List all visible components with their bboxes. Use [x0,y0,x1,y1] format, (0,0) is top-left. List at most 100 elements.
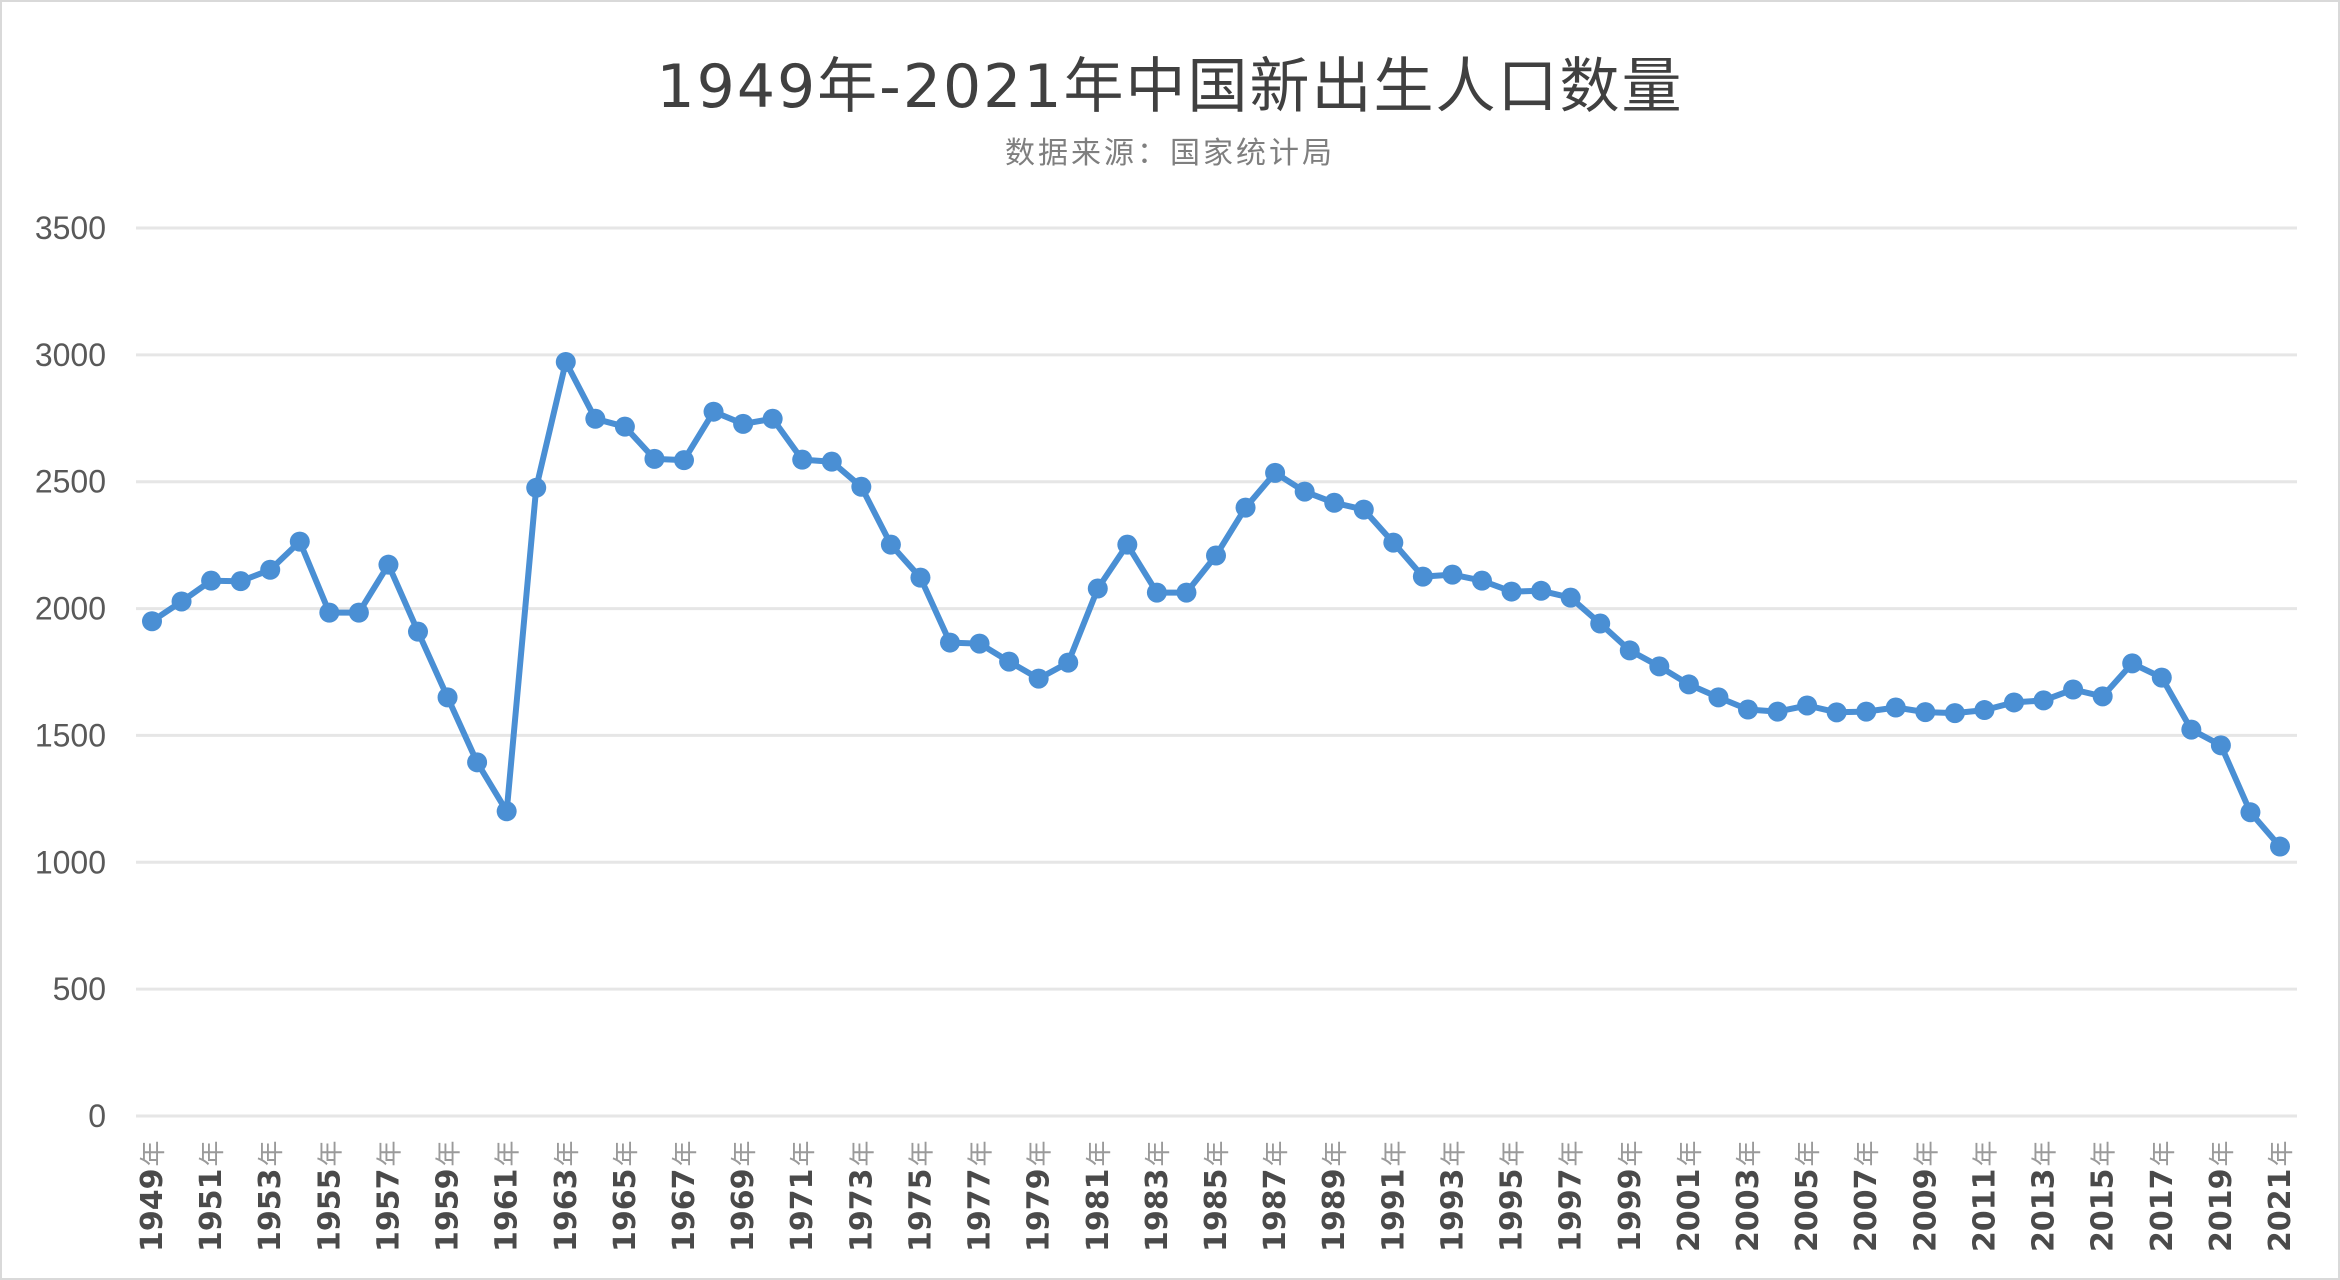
svg-text:1961年: 1961年 [490,1140,525,1252]
x-tick-label: 1979年 [1022,1140,1057,1252]
data-point [1206,545,1226,566]
y-tick-label: 3000 [35,337,106,373]
data-point [2181,719,2202,740]
data-point [703,401,724,422]
x-tick-label: 1995年 [1495,1140,1530,1252]
svg-text:1949年: 1949年 [135,1140,170,1252]
svg-text:1983年: 1983年 [1140,1140,1175,1252]
data-point [585,408,606,429]
svg-text:1987年: 1987年 [1258,1140,1293,1252]
svg-text:1953年: 1953年 [253,1140,288,1252]
x-tick-label: 2015年 [2086,1140,2121,1252]
data-point [526,477,547,498]
data-point [1028,668,1049,689]
x-tick-label: 2009年 [1908,1140,1943,1252]
data-point [319,602,340,623]
data-point [1678,674,1699,695]
svg-text:2007年: 2007年 [1849,1140,1884,1252]
svg-text:2005年: 2005年 [1790,1140,1825,1252]
x-tick-label: 1967年 [667,1140,702,1252]
data-point [1087,578,1108,599]
x-tick-label: 2007年 [1849,1140,1884,1252]
data-point [1974,700,1995,721]
x-tick-label: 1951年 [194,1140,229,1252]
data-point [1826,702,1847,723]
data-point [2270,836,2290,857]
x-tick-label: 1957年 [371,1140,406,1252]
data-point [2122,653,2143,674]
data-point [2151,667,2172,688]
chart-subtitle: 数据来源：国家统计局 [1005,136,1335,171]
gridlines [136,226,2297,1118]
svg-text:1955年: 1955年 [312,1140,347,1252]
data-point [1294,481,1315,502]
x-tick-label: 1981年 [1081,1140,1116,1252]
data-point [1176,582,1197,603]
x-tick-label: 1977年 [963,1140,998,1252]
svg-text:1979年: 1979年 [1022,1140,1057,1252]
svg-text:2003年: 2003年 [1731,1140,1766,1252]
data-point [851,476,872,497]
data-point [1235,497,1256,518]
data-point [762,408,783,429]
x-tick-label: 2021年 [2263,1140,2298,1252]
data-point [1619,640,1640,661]
data-point-markers [142,351,2290,857]
data-point [142,611,162,632]
data-point [1383,532,1404,553]
data-point [378,554,399,575]
svg-text:1995年: 1995年 [1495,1140,1530,1252]
data-point [792,449,813,470]
data-point [1590,613,1611,634]
data-point [1560,587,1581,608]
svg-text:1963年: 1963年 [549,1140,584,1252]
x-tick-label: 1991年 [1376,1140,1411,1252]
data-point [1146,582,1167,603]
x-tick-label: 1989年 [1317,1140,1352,1252]
svg-text:1977年: 1977年 [963,1140,998,1252]
x-tick-label: 2019年 [2204,1140,2239,1252]
x-tick-label: 2003年 [1731,1140,1766,1252]
data-point [644,448,665,469]
x-tick-label: 1965年 [608,1140,643,1252]
svg-text:1985年: 1985年 [1199,1140,1234,1252]
x-tick-label: 1983年 [1140,1140,1175,1252]
data-point [1412,566,1433,587]
y-tick-label: 500 [53,971,106,1007]
data-point [467,752,488,773]
data-point [1944,703,1965,724]
data-point [1058,652,1079,673]
data-point [260,559,281,580]
x-tick-label: 2001年 [1672,1140,1707,1252]
x-tick-label: 2011年 [1967,1140,2002,1252]
x-tick-label: 1975年 [903,1140,938,1252]
data-point [999,651,1020,672]
svg-text:2019年: 2019年 [2204,1140,2239,1252]
data-point [1353,499,1374,520]
y-tick-label: 0 [88,1098,106,1134]
svg-text:1951年: 1951年 [194,1140,229,1252]
data-point [1738,699,1758,720]
data-point [910,567,931,588]
data-point [1767,701,1788,722]
data-point [1797,695,1818,716]
data-point [1649,656,1670,677]
x-tick-label: 2017年 [2145,1140,2180,1252]
svg-text:1969年: 1969年 [726,1140,761,1252]
data-point [1442,564,1463,585]
data-point [2240,802,2261,823]
data-point [2033,690,2054,711]
data-point [496,801,517,822]
svg-text:2001年: 2001年 [1672,1140,1707,1252]
chart-title: 1949年-2021年中国新出生人口数量 [656,52,1684,122]
svg-text:1971年: 1971年 [785,1140,820,1252]
svg-text:2011年: 2011年 [1967,1140,2002,1252]
x-tick-label: 1973年 [844,1140,879,1252]
svg-text:1999年: 1999年 [1613,1140,1648,1252]
x-tick-label: 1949年 [135,1140,170,1252]
data-point [614,416,635,437]
data-point [674,450,694,471]
data-point [348,602,369,623]
data-point [1324,492,1345,513]
